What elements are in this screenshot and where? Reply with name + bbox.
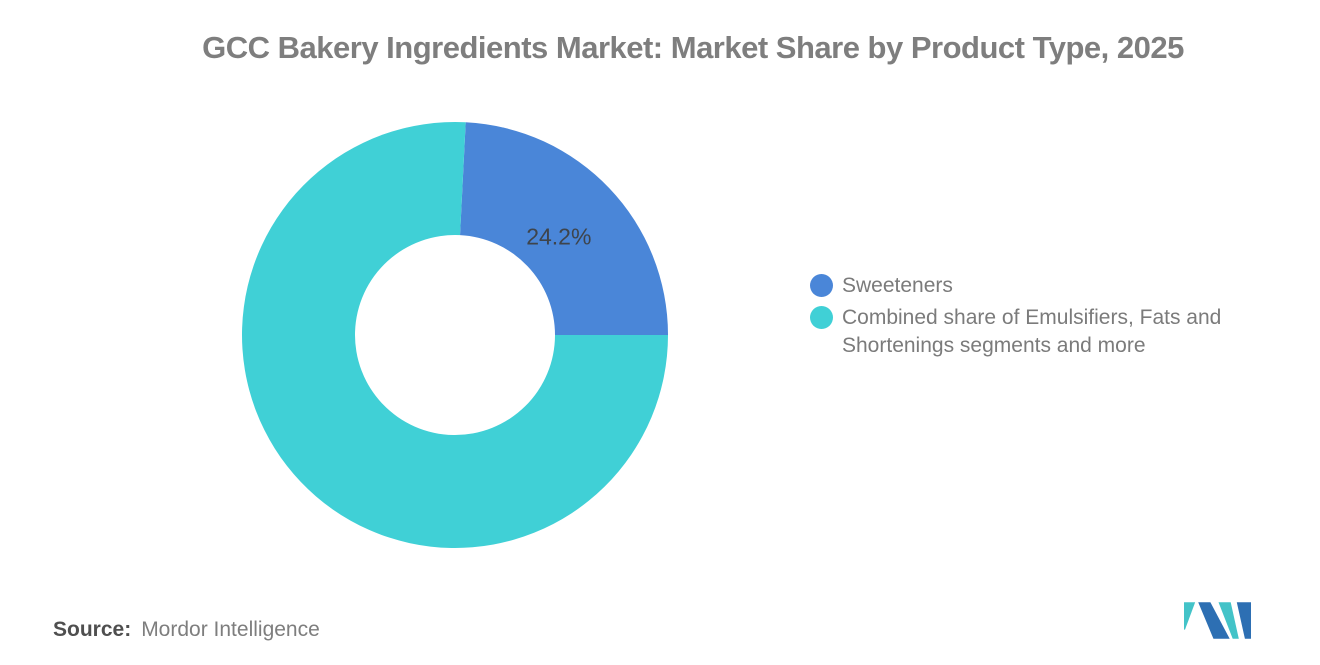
logo-teal-mid-diagonal xyxy=(1218,602,1239,639)
slice-data-label: 24.2% xyxy=(526,223,591,249)
legend-label-combined-share: Combined share of Emulsifiers, Fats and … xyxy=(842,306,1222,357)
legend-swatch-combined-share xyxy=(810,306,833,329)
source-label: Source: xyxy=(53,618,132,641)
logo-blue-left-diagonal xyxy=(1198,602,1230,639)
mordor-intelligence-logo xyxy=(1184,602,1251,639)
legend-swatch-sweeteners xyxy=(810,274,833,297)
source-value: Mordor Intelligence xyxy=(141,618,320,641)
logo-blue-right-leg xyxy=(1236,602,1251,639)
chart-title: GCC Bakery Ingredients Market: Market Sh… xyxy=(202,30,1184,65)
legend-item-sweeteners[interactable]: Sweeteners xyxy=(810,272,1312,300)
logo-teal-left-wedge xyxy=(1184,602,1196,630)
legend-label-sweeteners: Sweeteners xyxy=(842,274,953,297)
source-line: Source: Mordor Intelligence xyxy=(53,618,320,642)
donut-chart: 24.2% xyxy=(242,122,669,549)
legend: Sweeteners Combined share of Emulsifiers… xyxy=(810,272,1312,364)
donut-slice-0[interactable] xyxy=(460,122,668,336)
legend-item-combined-share[interactable]: Combined share of Emulsifiers, Fats and … xyxy=(810,304,1312,360)
donut-slice-1[interactable] xyxy=(242,122,669,549)
